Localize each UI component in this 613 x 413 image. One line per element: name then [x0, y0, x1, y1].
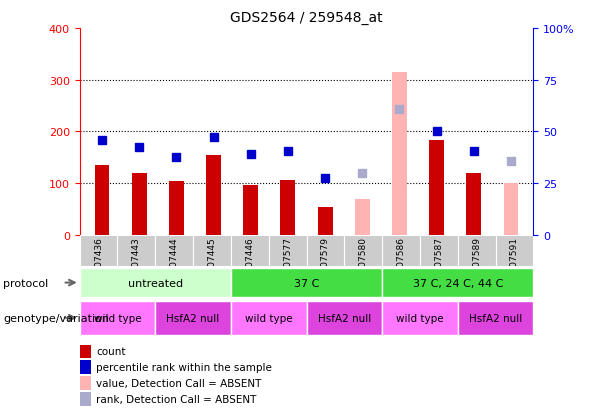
Bar: [306, 235, 345, 266]
Bar: [155, 235, 193, 266]
Bar: [345, 235, 382, 266]
Bar: [80, 301, 155, 335]
Text: GSM107436: GSM107436: [94, 236, 103, 291]
Bar: [382, 301, 458, 335]
Text: 37 C: 37 C: [294, 278, 319, 288]
Bar: [118, 235, 155, 266]
Bar: [318, 207, 332, 235]
Bar: [268, 235, 306, 266]
Bar: [382, 235, 420, 266]
Bar: [231, 268, 382, 298]
Bar: [466, 173, 481, 235]
Bar: [355, 199, 370, 235]
Bar: [80, 344, 91, 358]
Title: GDS2564 / 259548_at: GDS2564 / 259548_at: [230, 11, 383, 25]
Bar: [382, 268, 533, 298]
Bar: [429, 141, 444, 235]
Bar: [169, 181, 184, 235]
Text: HsfA2 null: HsfA2 null: [167, 313, 219, 323]
Bar: [243, 185, 258, 235]
Text: GSM107445: GSM107445: [207, 236, 216, 291]
Bar: [231, 235, 268, 266]
Text: HsfA2 null: HsfA2 null: [318, 313, 371, 323]
Bar: [281, 180, 295, 235]
Text: wild type: wild type: [94, 313, 142, 323]
Text: untreated: untreated: [128, 278, 183, 288]
Text: GSM107589: GSM107589: [472, 236, 481, 291]
Bar: [503, 184, 519, 235]
Text: GSM107443: GSM107443: [132, 236, 141, 291]
Bar: [80, 360, 91, 374]
Text: GSM107577: GSM107577: [283, 236, 292, 291]
Text: 37 C, 24 C, 44 C: 37 C, 24 C, 44 C: [413, 278, 503, 288]
Text: GSM107591: GSM107591: [510, 236, 519, 291]
Text: protocol: protocol: [3, 278, 48, 288]
Bar: [458, 235, 495, 266]
Bar: [420, 235, 458, 266]
Bar: [80, 268, 231, 298]
Bar: [80, 235, 118, 266]
Bar: [80, 392, 91, 406]
Text: GSM107444: GSM107444: [170, 236, 179, 291]
Text: genotype/variation: genotype/variation: [3, 313, 109, 323]
Text: GSM107579: GSM107579: [321, 236, 330, 291]
Bar: [458, 301, 533, 335]
Text: percentile rank within the sample: percentile rank within the sample: [96, 362, 272, 372]
Bar: [206, 155, 221, 235]
Bar: [231, 301, 306, 335]
Text: count: count: [96, 346, 126, 356]
Text: GSM107587: GSM107587: [434, 236, 443, 291]
Text: rank, Detection Call = ABSENT: rank, Detection Call = ABSENT: [96, 394, 256, 404]
Text: GSM107580: GSM107580: [359, 236, 368, 291]
Text: HsfA2 null: HsfA2 null: [469, 313, 522, 323]
Bar: [392, 73, 407, 235]
Bar: [155, 301, 231, 335]
Text: GSM107446: GSM107446: [245, 236, 254, 291]
Bar: [132, 173, 147, 235]
Bar: [495, 235, 533, 266]
Bar: [306, 301, 382, 335]
Text: GSM107586: GSM107586: [397, 236, 406, 291]
Text: value, Detection Call = ABSENT: value, Detection Call = ABSENT: [96, 378, 261, 388]
Text: wild type: wild type: [245, 313, 292, 323]
Bar: [80, 376, 91, 390]
Bar: [94, 166, 110, 235]
Text: wild type: wild type: [396, 313, 444, 323]
Bar: [193, 235, 231, 266]
